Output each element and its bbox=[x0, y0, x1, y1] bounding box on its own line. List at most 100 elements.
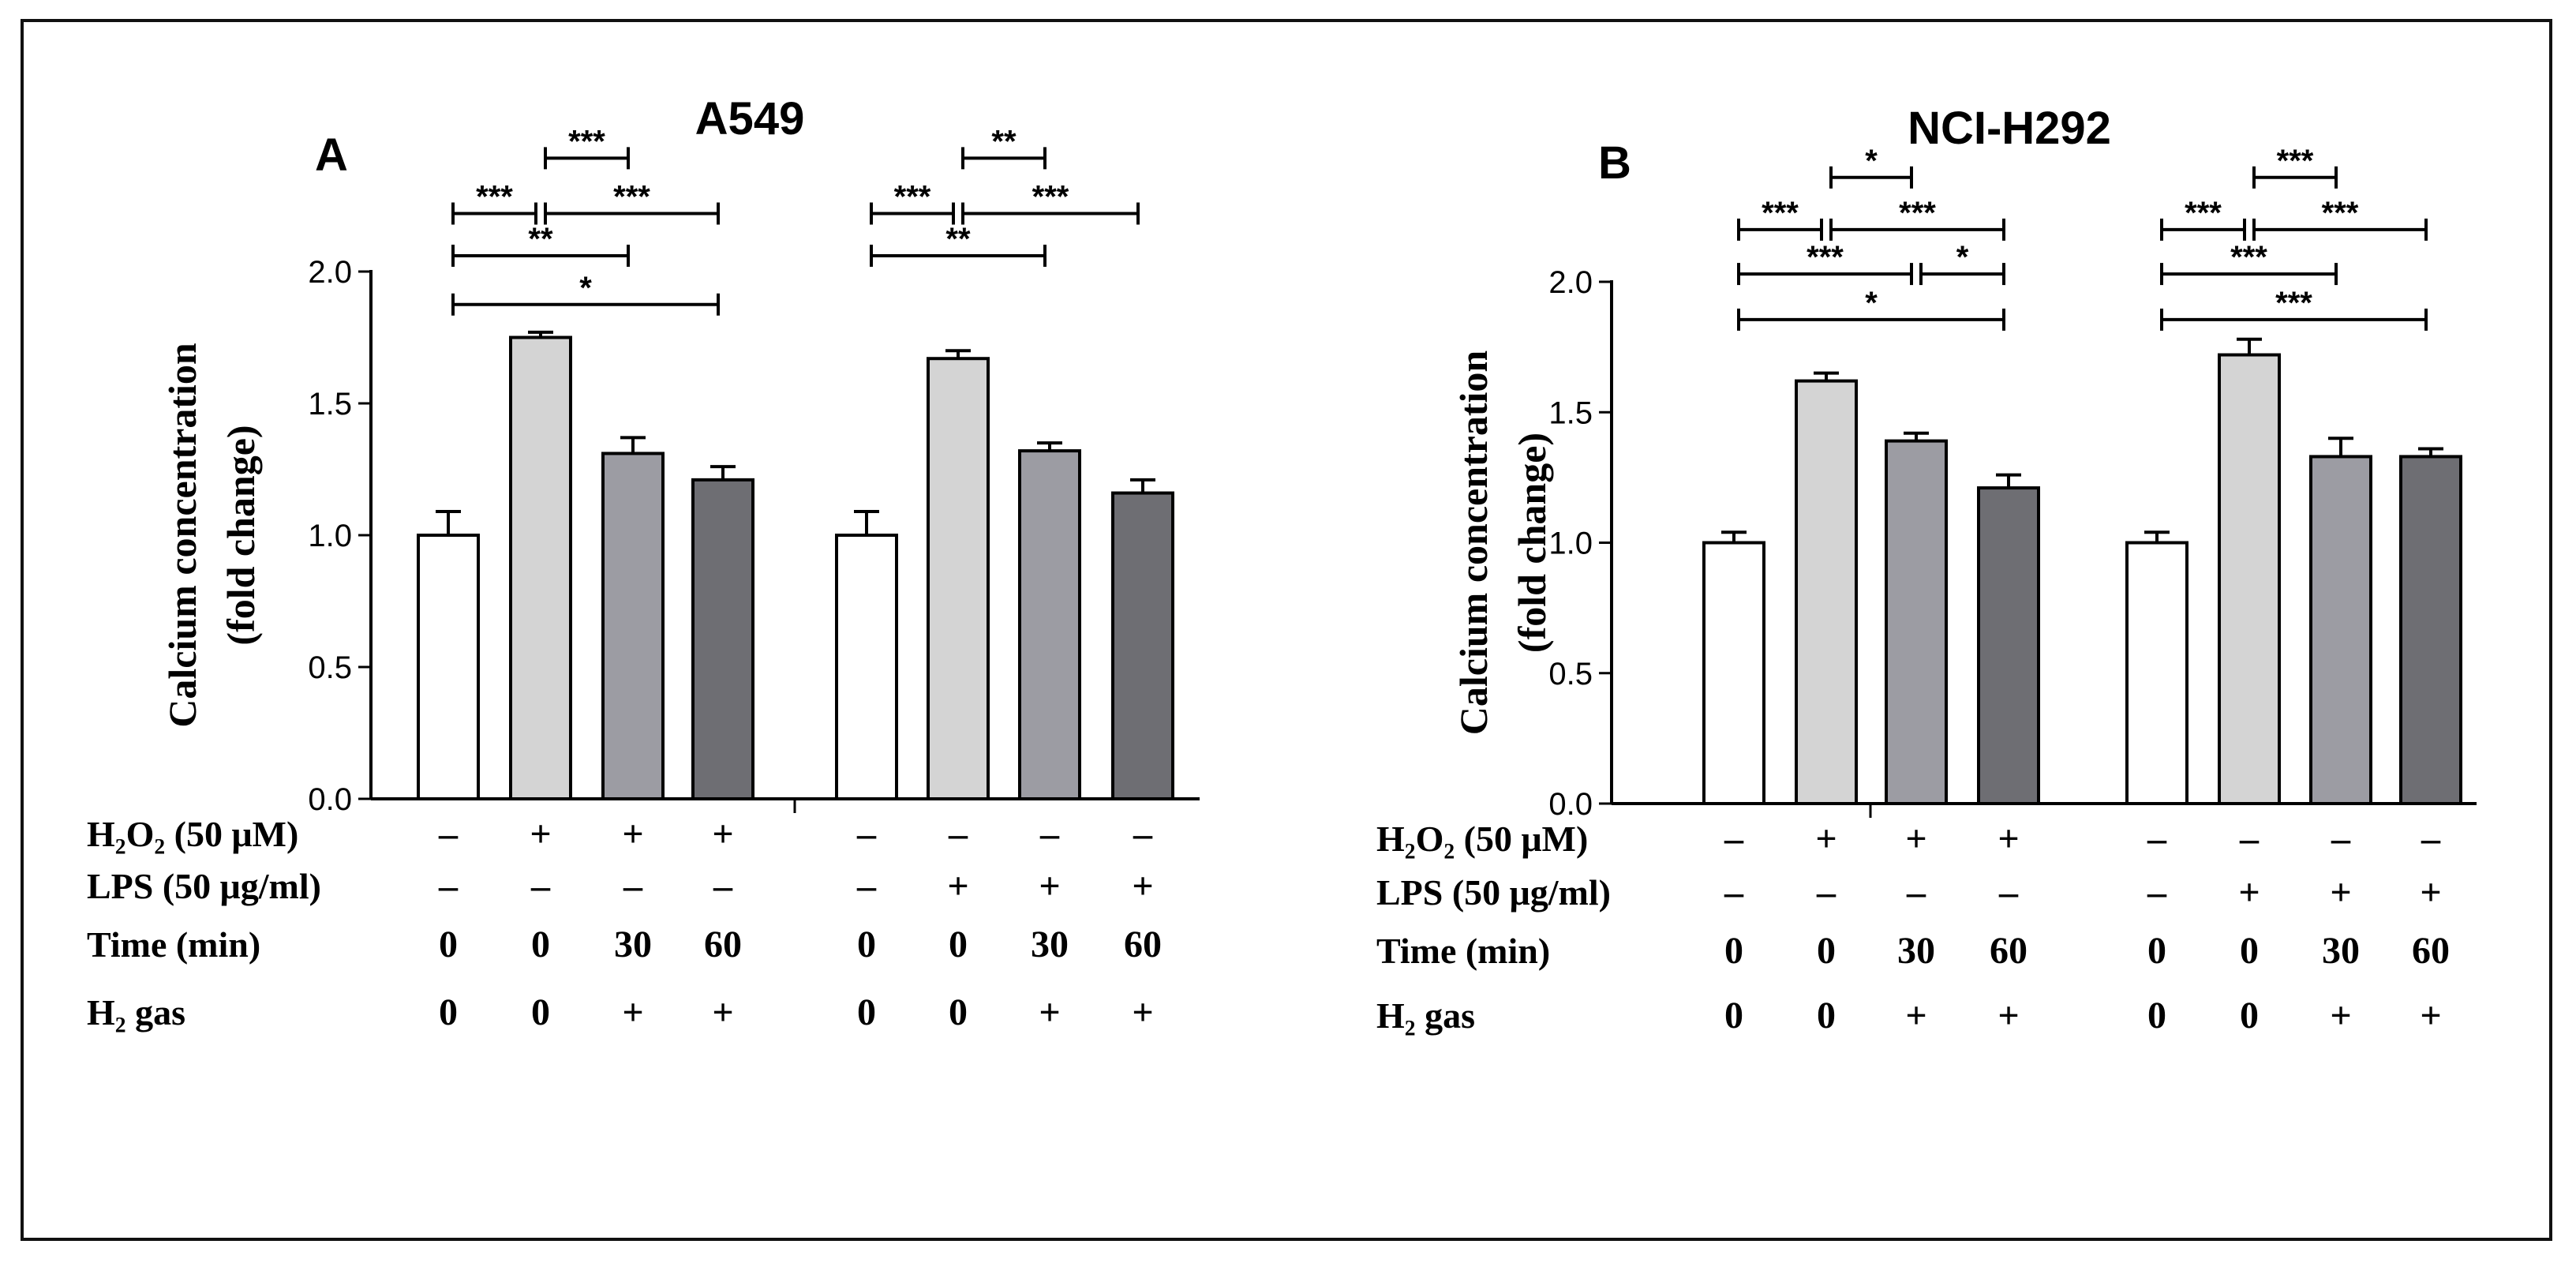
panel-b-sig-label: *** bbox=[2230, 240, 2267, 275]
panel-a-cell-h2o2: + bbox=[622, 813, 643, 855]
panel-b-cell-lps: – bbox=[1724, 871, 1744, 913]
panel-a-sig-label: ** bbox=[991, 124, 1017, 159]
panel-b-cell-h2o2: – bbox=[2421, 818, 2441, 860]
panel-b-cell-lps: + bbox=[2330, 871, 2351, 913]
panel-b-row-label-h2o2: H₂O₂ (50 μM) bbox=[1376, 819, 1588, 859]
panel-b-cell-lps: – bbox=[1816, 871, 1837, 913]
panel-b-cell-h2o2: + bbox=[1998, 818, 2019, 860]
panel-b-cell-h2gas: 0 bbox=[2240, 995, 2259, 1036]
panel-b-sig-label: *** bbox=[1899, 196, 1936, 230]
panel-a-cell-time: 60 bbox=[1124, 924, 1162, 965]
panel-a-bar bbox=[1111, 491, 1174, 800]
panel-b-sig-label: *** bbox=[2322, 196, 2359, 230]
panel-b-ylabel-units: (fold change) bbox=[1510, 433, 1554, 653]
panel-b-bar bbox=[1795, 379, 1858, 805]
panel-b-cell-h2o2: + bbox=[1815, 818, 1837, 860]
panel-b-bar bbox=[2309, 455, 2372, 805]
panel-b-row-label-h2gas: H₂ gas bbox=[1376, 995, 1475, 1036]
panel-a-bar bbox=[927, 357, 990, 801]
panel-a-row-label-h2o2: H₂O₂ (50 μM) bbox=[87, 814, 298, 854]
panel-b-sig-label: * bbox=[1865, 144, 1878, 178]
panel-a-ytick-label: 1.5 bbox=[308, 387, 352, 422]
panel-b-ylabel: Calcium concentration bbox=[1451, 350, 1496, 736]
panel-b-ytick-label: 1.0 bbox=[1548, 527, 1593, 561]
panel-a-sig-label: *** bbox=[476, 180, 513, 215]
panel-b-bar bbox=[1885, 439, 1948, 805]
panel-b-cell-h2gas: + bbox=[2330, 995, 2351, 1036]
panel-b-ytick-label: 0.5 bbox=[1548, 657, 1593, 691]
panel-a-cell-lps: – bbox=[623, 865, 643, 907]
panel-b-cell-time: 30 bbox=[1897, 930, 1935, 972]
panel-b-cell-h2gas: 0 bbox=[1817, 995, 1836, 1036]
panel-b-cell-h2gas: + bbox=[1998, 995, 2019, 1036]
panel-a-cell-h2gas: + bbox=[712, 991, 733, 1033]
panel-b-cell-lps: – bbox=[1998, 871, 2019, 913]
panel-b-sig-label: *** bbox=[2277, 144, 2314, 178]
panel-a-cell-time: 30 bbox=[1031, 924, 1069, 965]
panel-a-cell-lps: – bbox=[856, 865, 877, 907]
panel-a-bar bbox=[691, 478, 754, 800]
panel-a-row-label-lps: LPS (50 μg/ml) bbox=[87, 866, 321, 906]
panel-b-cell-lps: – bbox=[2147, 871, 2167, 913]
panel-a-sig-label: *** bbox=[613, 180, 650, 215]
panel-a-ylabel-units: (fold change) bbox=[219, 425, 263, 645]
panel-b-title: NCI-H292 bbox=[1908, 103, 2111, 154]
panel-b-sig-label: *** bbox=[2275, 286, 2312, 320]
panel-a-bar bbox=[601, 452, 665, 801]
panel-a-cell-h2gas: 0 bbox=[439, 991, 458, 1033]
panel-a-cell-h2gas: 0 bbox=[531, 991, 550, 1033]
panel-a-sig-label: *** bbox=[1032, 180, 1069, 215]
panel-b-cell-time: 0 bbox=[1817, 930, 1836, 972]
panel-a-cell-h2o2: – bbox=[1133, 813, 1153, 855]
panel-a-letter: A bbox=[315, 129, 348, 181]
panel-a-ytick-label: 1.0 bbox=[308, 519, 352, 553]
panel-a-cell-time: 0 bbox=[949, 924, 968, 965]
panel-b-cell-h2gas: 0 bbox=[2147, 995, 2166, 1036]
panel-a-ytick-label: 0.5 bbox=[308, 650, 352, 685]
panel-b-cell-h2gas: + bbox=[1905, 995, 1926, 1036]
panel-b-cell-h2gas: 0 bbox=[1724, 995, 1743, 1036]
panel-b-cell-h2o2: – bbox=[2331, 818, 2351, 860]
panel-a-cell-time: 0 bbox=[857, 924, 876, 965]
panel-b-cell-lps: – bbox=[1906, 871, 1926, 913]
panel-b-cell-lps: + bbox=[2238, 871, 2260, 913]
panel-b-cell-time: 0 bbox=[1724, 930, 1743, 972]
panel-b-letter: B bbox=[1598, 137, 1631, 189]
panel-a-sig-label: *** bbox=[568, 124, 605, 159]
panel-b-row-label-lps: LPS (50 μg/ml) bbox=[1376, 872, 1611, 913]
panel-a-cell-time: 30 bbox=[614, 924, 652, 965]
panel-a-cell-time: 0 bbox=[531, 924, 550, 965]
panel-a-cell-lps: – bbox=[530, 865, 551, 907]
panel-b-cell-time: 30 bbox=[2322, 930, 2360, 972]
panel-a-cell-time: 0 bbox=[439, 924, 458, 965]
panel-b-cell-time: 60 bbox=[2412, 930, 2450, 972]
panel-a-ytick-label: 2.0 bbox=[308, 255, 352, 290]
panel-a-cell-h2o2: + bbox=[530, 813, 551, 855]
panel-b-cell-lps: + bbox=[2420, 871, 2441, 913]
panel-a-ylabel: Calcium concentration bbox=[160, 343, 204, 728]
panel-b-sig-label: * bbox=[1865, 286, 1878, 320]
panel-b-bar bbox=[1702, 541, 1765, 805]
panel-b-ytick-label: 1.5 bbox=[1548, 395, 1593, 430]
panel-a-cell-lps: + bbox=[1039, 865, 1060, 907]
panel-b-cell-time: 0 bbox=[2147, 930, 2166, 972]
panel-a-cell-lps: – bbox=[713, 865, 733, 907]
panel-a-cell-h2gas: + bbox=[1039, 991, 1060, 1033]
panel-a-bar bbox=[835, 534, 898, 800]
panel-a-cell-h2o2: – bbox=[1039, 813, 1060, 855]
panel-b-bar bbox=[2399, 455, 2462, 805]
panel-a-cell-h2gas: 0 bbox=[857, 991, 876, 1033]
panel-b-sig-label: *** bbox=[1762, 196, 1799, 230]
panel-b-row-label-time: Time (min) bbox=[1376, 931, 1550, 971]
panel-b-sig-label: * bbox=[1956, 240, 1969, 275]
panel-b-ytick-label: 0.0 bbox=[1548, 787, 1593, 822]
panel-a-cell-h2gas: + bbox=[1132, 991, 1153, 1033]
panel-a-sig-label: *** bbox=[894, 180, 931, 215]
panel-a-cell-h2o2: + bbox=[712, 813, 733, 855]
panel-a-row-label-h2gas: H₂ gas bbox=[87, 992, 185, 1033]
panel-a-cell-h2o2: – bbox=[438, 813, 459, 855]
panel-a-cell-h2gas: + bbox=[622, 991, 643, 1033]
panel-a-cell-h2o2: – bbox=[948, 813, 968, 855]
